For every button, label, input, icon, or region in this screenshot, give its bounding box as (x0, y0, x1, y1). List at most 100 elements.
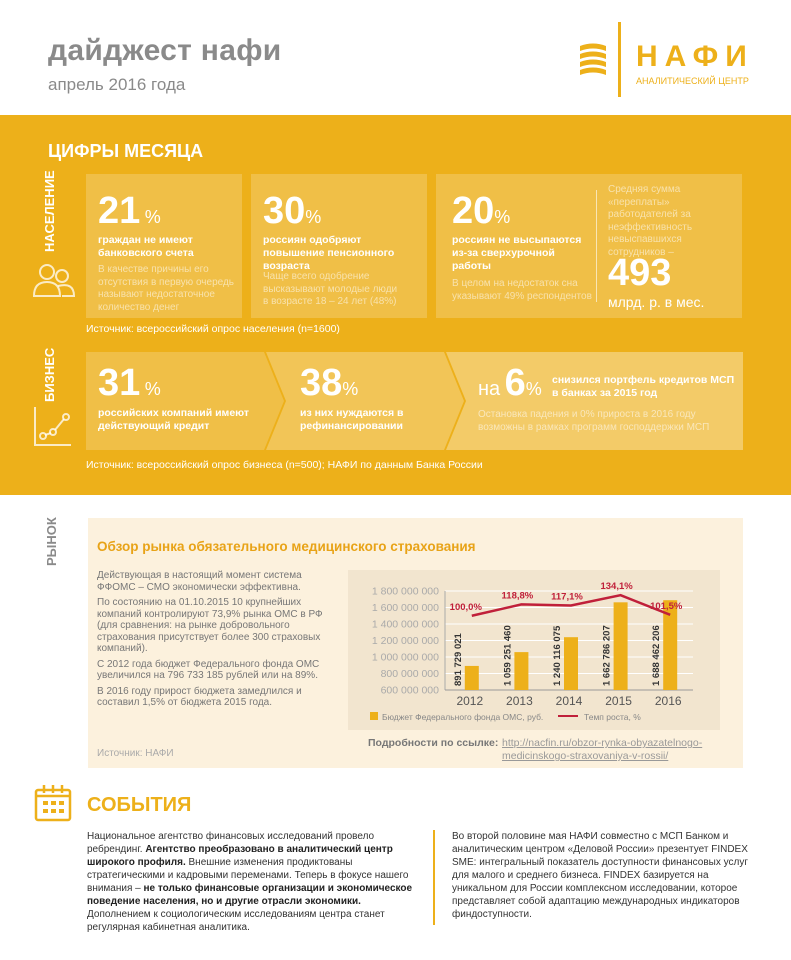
y-tick-label: 600 000 000 (381, 685, 440, 697)
divider (596, 190, 597, 302)
bar-value-label: 891 729 021 (453, 632, 464, 686)
line-value-label: 100,0% (450, 602, 483, 613)
stat-unit: % (494, 207, 511, 227)
x-tick-label: 2014 (556, 694, 583, 708)
extra-unit: млрд. р. в мес. (608, 294, 705, 310)
figures-section (0, 115, 791, 495)
events-left-text: Национальное агентство финансовых исслед… (87, 830, 427, 934)
bar (663, 600, 678, 690)
stat-note: Чаще всего одобрение высказывают молодые… (263, 271, 398, 307)
y-tick-label: 1 800 000 000 (372, 586, 439, 598)
events-divider (433, 830, 435, 925)
page-subtitle: апрель 2016 года (48, 75, 186, 94)
extra-value: 493 (608, 252, 672, 294)
x-tick-label: 2015 (605, 694, 632, 708)
link-label: Подробности по ссылке: (368, 737, 499, 749)
stat-value: 31 (98, 362, 141, 404)
stat-note: Остановка падения и 0% прироста в 2016 г… (478, 409, 710, 433)
business-chevrons (86, 352, 743, 450)
link-line[interactable]: http://nacfin.ru/obzor-rynka-obyazatelno… (502, 737, 703, 749)
y-tick-label: 1 200 000 000 (372, 635, 439, 647)
stat-card: 21 % граждан не имеют банковского счета … (86, 174, 242, 318)
stat-value: 21 (98, 190, 141, 232)
text-segment: Агентство преобразовано в аналитический … (87, 844, 393, 868)
coin-stack-icon (580, 43, 606, 75)
section-title: ЦИФРЫ МЕСЯЦА (48, 141, 204, 161)
bar (464, 665, 479, 690)
legend-swatch-bar (370, 712, 378, 720)
bar-value-label: 1 662 786 207 (602, 625, 613, 686)
line-chart-icon (34, 407, 71, 446)
stat-lead: российских компаний имеют действующий кр… (98, 407, 250, 433)
link-line[interactable]: medicinskogo-straxovaniya-v-rossii/ (502, 750, 669, 763)
market-title: Обзор рынка обязательного медицинского с… (97, 539, 476, 554)
line-value-label: 101,5% (650, 601, 683, 612)
x-tick-label: 2016 (655, 694, 682, 708)
stat-value: 30 (263, 190, 306, 232)
stat-lead: граждан не имеют банковского счета (98, 234, 194, 260)
people-icon (32, 264, 76, 297)
bar-value-label: 1 240 116 075 (552, 625, 563, 686)
logo-divider (618, 22, 621, 97)
line-value-label: 117,1% (551, 591, 583, 602)
stat-card: 20% россиян не высыпаются из-за сверхуро… (436, 174, 742, 318)
bar (564, 637, 578, 690)
text-segment: Национальное агентство финансовых исслед… (87, 831, 375, 855)
page-title: дайджест нафи (48, 34, 282, 67)
bar-value-label: 1 688 462 206 (651, 625, 662, 686)
chart: 600 000 000 800 000 000 1 000 000 000 1 200… (348, 570, 720, 730)
stat-lead: россиян одобряют повышение пенсионного в… (263, 234, 395, 273)
business-label: БИЗНЕС (42, 347, 57, 402)
stat-lead: россиян не высыпаются из-за сверхурочной… (452, 234, 582, 273)
paragraph: В 2016 году прирост бюджета замедлился и… (97, 685, 302, 709)
market-text: Действующая в настоящий момент система Ф… (97, 570, 333, 709)
bar (514, 652, 529, 690)
stat-unit: % (305, 207, 322, 227)
line-value-label: 118,8% (502, 590, 534, 601)
stat-unit: % (144, 379, 161, 399)
stat-note: В целом на недостаток сна указывают 49% … (452, 278, 592, 302)
market-source: Источник: НАФИ (97, 748, 174, 759)
stat-unit: % (525, 379, 542, 399)
y-tick-label: 1 400 000 000 (372, 619, 439, 631)
text-segment: не только финансовые организации и эконо… (87, 883, 413, 907)
stat-lead: снизился портфель кредитов МСП в банках … (552, 374, 735, 400)
text-segment: Внешние изменения продиктованы стратегич… (87, 857, 409, 894)
stat-unit: % (342, 379, 359, 399)
logo-tagline: АНАЛИТИЧЕСКИЙ ЦЕНТР (636, 76, 749, 86)
population-source: Источник: всероссийский опрос населения … (86, 323, 340, 335)
line-value-label: 134,1% (600, 581, 633, 592)
growth-line (471, 593, 671, 617)
bar (613, 602, 628, 690)
paragraph: Действующая в настоящий момент система Ф… (97, 570, 302, 593)
y-tick-label: 1 000 000 000 (372, 652, 439, 664)
legend-label: Темп роста, % (584, 712, 641, 722)
stat-value: 20 (452, 190, 495, 232)
market-label: РЫНОК (44, 517, 59, 566)
extra-note: Средняя сумма «переплаты» работодателей … (608, 184, 693, 258)
stat-card: 30% россиян одобряют повышение пенсионно… (251, 174, 427, 318)
stat-value: 38 (300, 362, 343, 404)
events-right-text: Во второй половине мая НАФИ совместно с … (452, 831, 748, 920)
x-tick-label: 2013 (506, 694, 533, 708)
stat-lead: из них нуждаются в рефинансировании (300, 407, 404, 433)
stat-prefix: на (478, 378, 501, 400)
events-title: СОБЫТИЯ (87, 794, 192, 816)
stat-note: В качестве причины его отсутствия в перв… (98, 264, 235, 313)
details-link[interactable]: http://nacfin.ru/obzor-rynka-obyazatelno… (502, 737, 702, 763)
legend-label: Бюджет Федерального фонда ОМС, руб. (382, 712, 543, 722)
text-segment: Дополнением к социологическим исследован… (87, 909, 385, 933)
business-source: Источник: всероссийский опрос бизнеса (n… (86, 459, 483, 471)
x-tick-label: 2012 (456, 694, 483, 708)
stat-value: 6 (504, 362, 526, 404)
stat-unit: % (144, 207, 161, 227)
calendar-icon (34, 785, 72, 822)
bar-value-label: 1 059 251 460 (502, 625, 513, 686)
population-label: НАСЕЛЕНИЕ (42, 170, 57, 252)
paragraph: По состоянию на 01.10.2015 10 крупнейших… (97, 597, 323, 654)
chart-svg: 600 000 000 800 000 000 1 000 000 000 1 200… (370, 581, 693, 722)
y-tick-label: 800 000 000 (381, 668, 440, 680)
logo-name: НАФИ (636, 40, 754, 73)
y-tick-label: 1 600 000 000 (372, 602, 439, 614)
logo: НАФИ АНАЛИТИЧЕСКИЙ ЦЕНТР (578, 22, 778, 98)
